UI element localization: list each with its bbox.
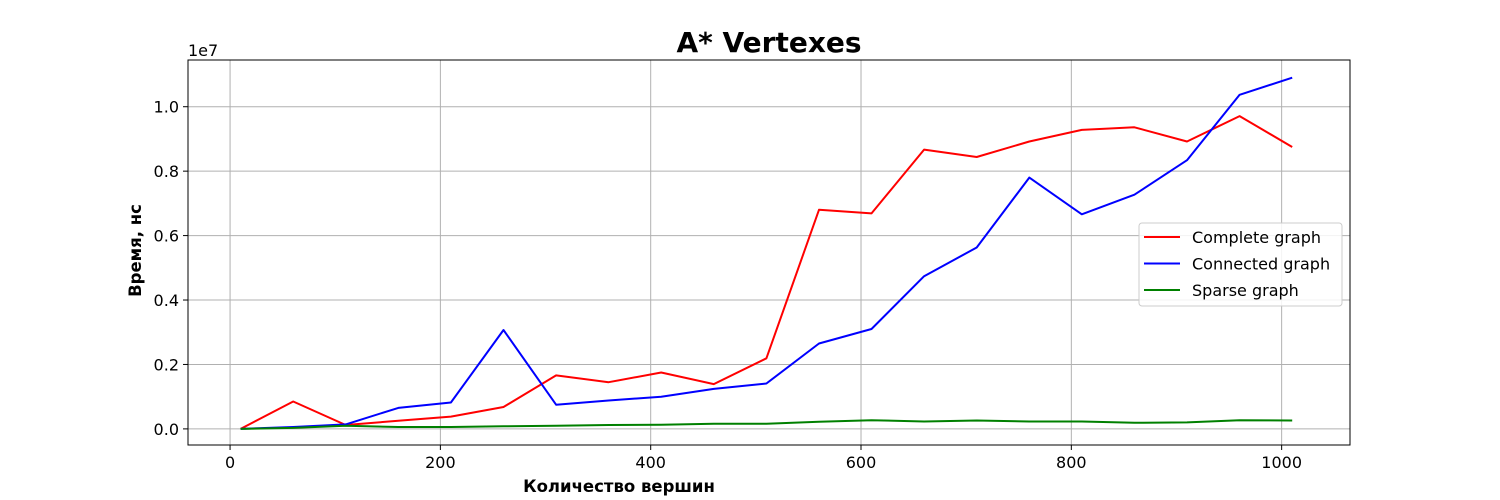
- series-line-sparse-graph: [240, 419, 1293, 430]
- legend-label-complete-graph: Complete graph: [1192, 228, 1321, 247]
- y-tick-label: 0.6: [154, 227, 179, 246]
- x-tick-label: 1000: [1261, 453, 1302, 472]
- x-tick-label: 600: [846, 453, 877, 472]
- series-lines: [240, 76, 1293, 430]
- y-tick-label: 0.0: [154, 420, 179, 439]
- y-tick-label: 0.4: [154, 291, 179, 310]
- x-axis-label: Количество вершин: [523, 477, 715, 496]
- y-axis-offset-label: 1e7: [188, 41, 218, 60]
- x-tick-label: 800: [1056, 453, 1087, 472]
- chart-title: A* Vertexes: [676, 26, 861, 59]
- y-tick-label: 1.0: [154, 98, 179, 117]
- y-axis-label: Время, нс: [126, 204, 145, 297]
- y-tick-label: 0.8: [154, 162, 179, 181]
- series-line-connected-graph: [240, 76, 1293, 430]
- x-tick-label: 400: [635, 453, 666, 472]
- x-tick-label: 200: [425, 453, 456, 472]
- legend-label-connected-graph: Connected graph: [1192, 255, 1330, 274]
- axis-ticks: 0 200 400 600 800 1000 0.0 0.2 0.4 0.6 0.8 1.0: [154, 98, 1302, 472]
- y-tick-label: 0.2: [154, 355, 179, 374]
- legend: Complete graph Connected graph Sparse grap…: [1138, 222, 1343, 307]
- plot-frame: [187, 59, 1351, 446]
- legend-label-sparse-graph: Sparse graph: [1192, 281, 1299, 300]
- legend-box: [1138, 222, 1343, 307]
- series-line-complete-graph: [240, 115, 1293, 430]
- x-tick-label: 0: [225, 453, 235, 472]
